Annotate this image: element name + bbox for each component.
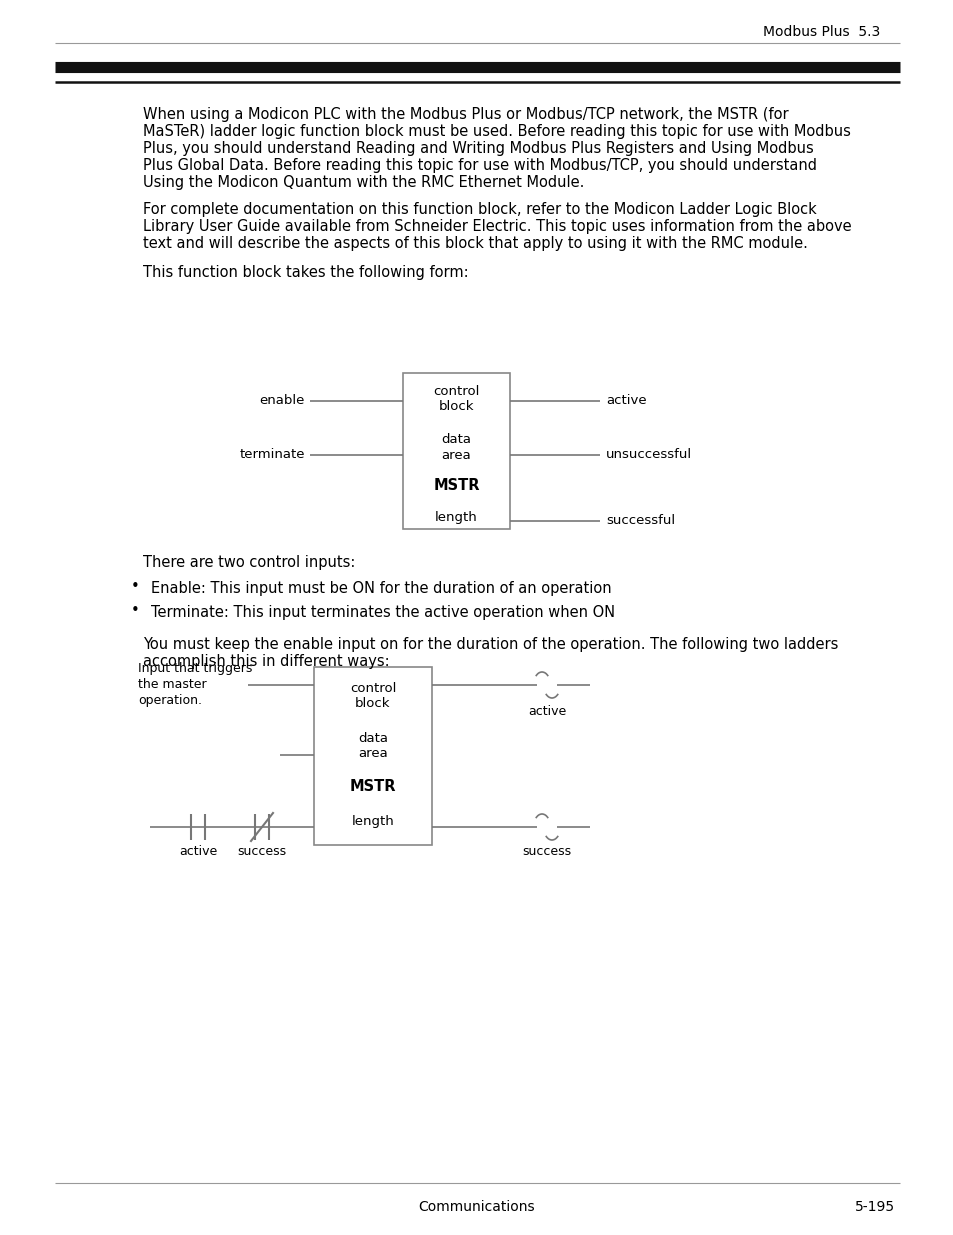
Text: text and will describe the aspects of this block that apply to using it with the: text and will describe the aspects of th…	[143, 236, 807, 251]
Text: control: control	[350, 682, 395, 695]
Text: When using a Modicon PLC with the Modbus Plus or Modbus/TCP network, the MSTR (f: When using a Modicon PLC with the Modbus…	[143, 107, 788, 122]
Text: You must keep the enable input on for the duration of the operation. The followi: You must keep the enable input on for th…	[143, 637, 838, 652]
Text: successful: successful	[605, 515, 675, 527]
Text: length: length	[352, 815, 394, 827]
Text: data: data	[441, 433, 471, 446]
Text: Using the Modicon Quantum with the RMC Ethernet Module.: Using the Modicon Quantum with the RMC E…	[143, 175, 584, 190]
Text: Modbus Plus  5.3: Modbus Plus 5.3	[762, 25, 879, 40]
Text: unsuccessful: unsuccessful	[605, 448, 691, 462]
Text: For complete documentation on this function block, refer to the Modicon Ladder L: For complete documentation on this funct…	[143, 203, 816, 217]
Text: Terminate: This input terminates the active operation when ON: Terminate: This input terminates the act…	[151, 605, 615, 620]
Text: data: data	[357, 732, 388, 745]
Text: success: success	[522, 845, 571, 858]
Text: control: control	[433, 385, 479, 398]
Text: This function block takes the following form:: This function block takes the following …	[143, 266, 468, 280]
Text: terminate: terminate	[239, 448, 305, 462]
Text: length: length	[435, 511, 477, 524]
Text: Plus Global Data. Before reading this topic for use with Modbus/TCP, you should : Plus Global Data. Before reading this to…	[143, 158, 816, 173]
Text: Library User Guide available from Schneider Electric. This topic uses informatio: Library User Guide available from Schnei…	[143, 219, 851, 233]
Text: active: active	[605, 394, 646, 408]
Text: Enable: This input must be ON for the duration of an operation: Enable: This input must be ON for the du…	[151, 580, 611, 597]
Text: MSTR: MSTR	[433, 478, 479, 493]
Text: accomplish this in different ways:: accomplish this in different ways:	[143, 655, 389, 669]
Text: Plus, you should understand Reading and Writing Modbus Plus Registers and Using : Plus, you should understand Reading and …	[143, 141, 813, 156]
Text: block: block	[355, 697, 391, 710]
Text: success: success	[237, 845, 286, 858]
Text: area: area	[357, 747, 388, 760]
Text: Input that triggers: Input that triggers	[138, 662, 253, 676]
Text: MaSTeR) ladder logic function block must be used. Before reading this topic for : MaSTeR) ladder logic function block must…	[143, 124, 850, 140]
Text: block: block	[438, 400, 474, 412]
Text: 5-195: 5-195	[854, 1200, 894, 1214]
Text: active: active	[527, 705, 565, 718]
Text: •: •	[131, 603, 139, 618]
Text: active: active	[178, 845, 217, 858]
Text: There are two control inputs:: There are two control inputs:	[143, 555, 355, 571]
Text: enable: enable	[259, 394, 305, 408]
Text: •: •	[131, 579, 139, 594]
Text: operation.: operation.	[138, 694, 202, 706]
Text: the master: the master	[138, 678, 207, 692]
Text: area: area	[441, 450, 471, 462]
Text: MSTR: MSTR	[350, 779, 395, 794]
FancyBboxPatch shape	[402, 373, 510, 529]
FancyBboxPatch shape	[314, 667, 432, 845]
Text: Communications: Communications	[418, 1200, 535, 1214]
